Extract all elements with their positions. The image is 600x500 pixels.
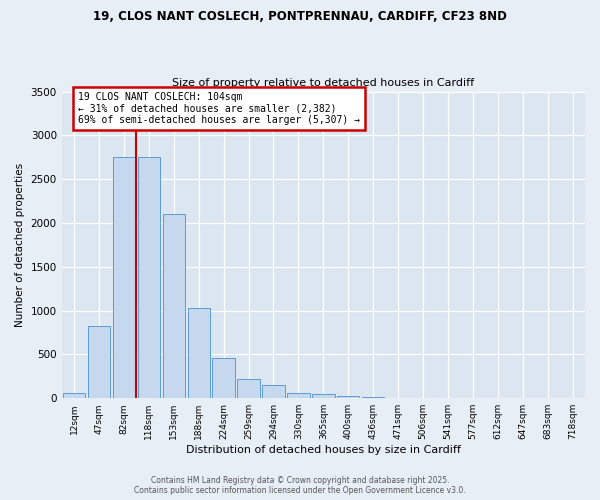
- Bar: [337, 396, 359, 398]
- Y-axis label: Number of detached properties: Number of detached properties: [15, 163, 25, 327]
- Bar: [113, 158, 135, 398]
- Bar: [137, 158, 160, 398]
- Bar: [212, 358, 235, 398]
- Text: 19, CLOS NANT COSLECH, PONTPRENNAU, CARDIFF, CF23 8ND: 19, CLOS NANT COSLECH, PONTPRENNAU, CARD…: [93, 10, 507, 23]
- X-axis label: Distribution of detached houses by size in Cardiff: Distribution of detached houses by size …: [186, 445, 461, 455]
- Bar: [238, 379, 260, 398]
- Bar: [63, 393, 85, 398]
- Text: Contains HM Land Registry data © Crown copyright and database right 2025.
Contai: Contains HM Land Registry data © Crown c…: [134, 476, 466, 495]
- Bar: [88, 326, 110, 398]
- Title: Size of property relative to detached houses in Cardiff: Size of property relative to detached ho…: [172, 78, 475, 88]
- Bar: [312, 394, 335, 398]
- Bar: [287, 393, 310, 398]
- Bar: [188, 308, 210, 398]
- Bar: [262, 384, 285, 398]
- Bar: [362, 397, 385, 398]
- Text: 19 CLOS NANT COSLECH: 104sqm
← 31% of detached houses are smaller (2,382)
69% of: 19 CLOS NANT COSLECH: 104sqm ← 31% of de…: [78, 92, 360, 125]
- Bar: [163, 214, 185, 398]
